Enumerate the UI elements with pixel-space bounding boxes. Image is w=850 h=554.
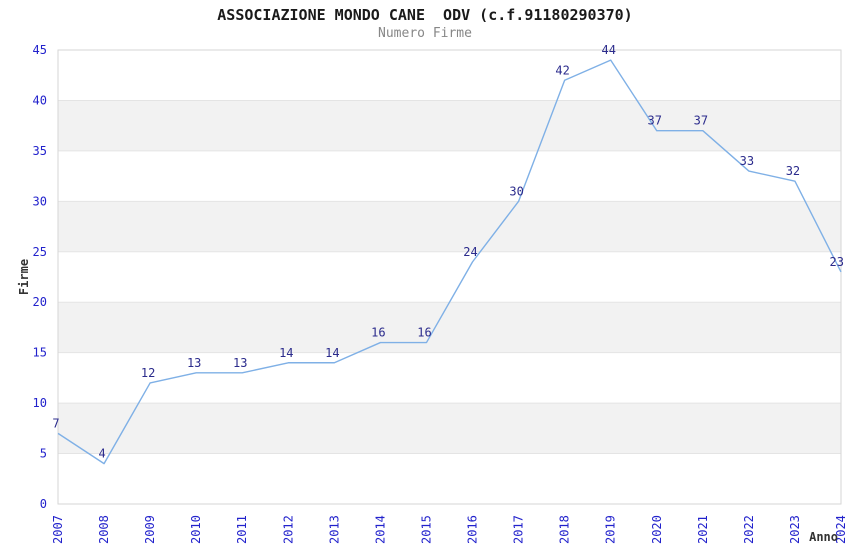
y-tick-label: 40 [33,93,47,107]
x-axis-tick-labels: 2007 2008 2009 2010 2011 2012 2013 2014 2015 2016… [51,515,848,544]
data-point-label: 42 [555,63,569,77]
x-tick-label: 2024 [834,515,848,544]
data-point-label: 13 [233,356,247,370]
data-point-label: 37 [694,114,708,128]
x-tick-label: 2019 [604,515,618,544]
grid-band [58,302,841,353]
grid-band [58,100,841,151]
x-tick-label: 2014 [373,515,387,544]
data-point-label: 33 [740,154,754,168]
data-point-label: 12 [141,366,155,380]
y-tick-label: 10 [33,396,47,410]
y-tick-label: 30 [33,194,47,208]
data-point-label: 4 [98,447,105,461]
y-tick-label: 20 [33,295,47,309]
y-tick-label: 35 [33,144,47,158]
x-tick-label: 2009 [143,515,157,544]
data-point-label: 13 [187,356,201,370]
grid-band [58,201,841,252]
x-tick-label: 2016 [466,515,480,544]
x-tick-label: 2010 [189,515,203,544]
series-line [57,59,842,465]
data-point-label: 16 [417,326,431,340]
x-tick-label: 2007 [51,515,65,544]
gridlines [58,99,841,455]
y-axis-tick-labels: 0 5 10 15 20 25 30 35 40 45 [33,43,47,511]
data-point-label: 14 [279,346,293,360]
x-tick-label: 2015 [419,515,433,544]
data-point-label: 23 [830,255,844,269]
chart-subtitle: Numero Firme [378,26,472,41]
background-bands [58,100,841,454]
x-tick-label: 2013 [327,515,341,544]
data-point-label: 16 [371,326,385,340]
data-point-label: 14 [325,346,339,360]
x-tick-label: 2023 [788,515,802,544]
y-tick-label: 15 [33,346,47,360]
chart-title: ASSOCIAZIONE MONDO CANE ODV (c.f.9118029… [217,6,633,24]
data-point-label: 32 [786,164,800,178]
y-tick-label: 5 [40,447,47,461]
x-tick-label: 2018 [558,515,572,544]
data-point-label: 37 [648,114,662,128]
x-tick-label: 2022 [742,515,756,544]
grid-band [58,403,841,454]
y-tick-label: 45 [33,43,47,57]
x-tick-label: 2012 [281,515,295,544]
x-tick-label: 2020 [650,515,664,544]
plot-border [57,49,842,505]
point-labels: 7 4 12 13 13 14 14 16 16 24 30 42 44 37 37 33 32 23 [52,43,844,461]
x-tick-label: 2021 [696,515,710,544]
data-point-label: 7 [52,416,59,430]
x-tick-label: 2008 [97,515,111,544]
x-tick-label: 2017 [512,515,526,544]
x-axis-title: Anno [809,530,838,544]
y-tick-label: 0 [40,497,47,511]
y-axis-title: Firme [17,259,31,295]
data-point-label: 24 [463,245,477,259]
x-tick-label: 2011 [235,515,249,544]
data-point-label: 44 [601,43,615,57]
y-tick-label: 25 [33,245,47,259]
data-point-label: 30 [509,184,523,198]
